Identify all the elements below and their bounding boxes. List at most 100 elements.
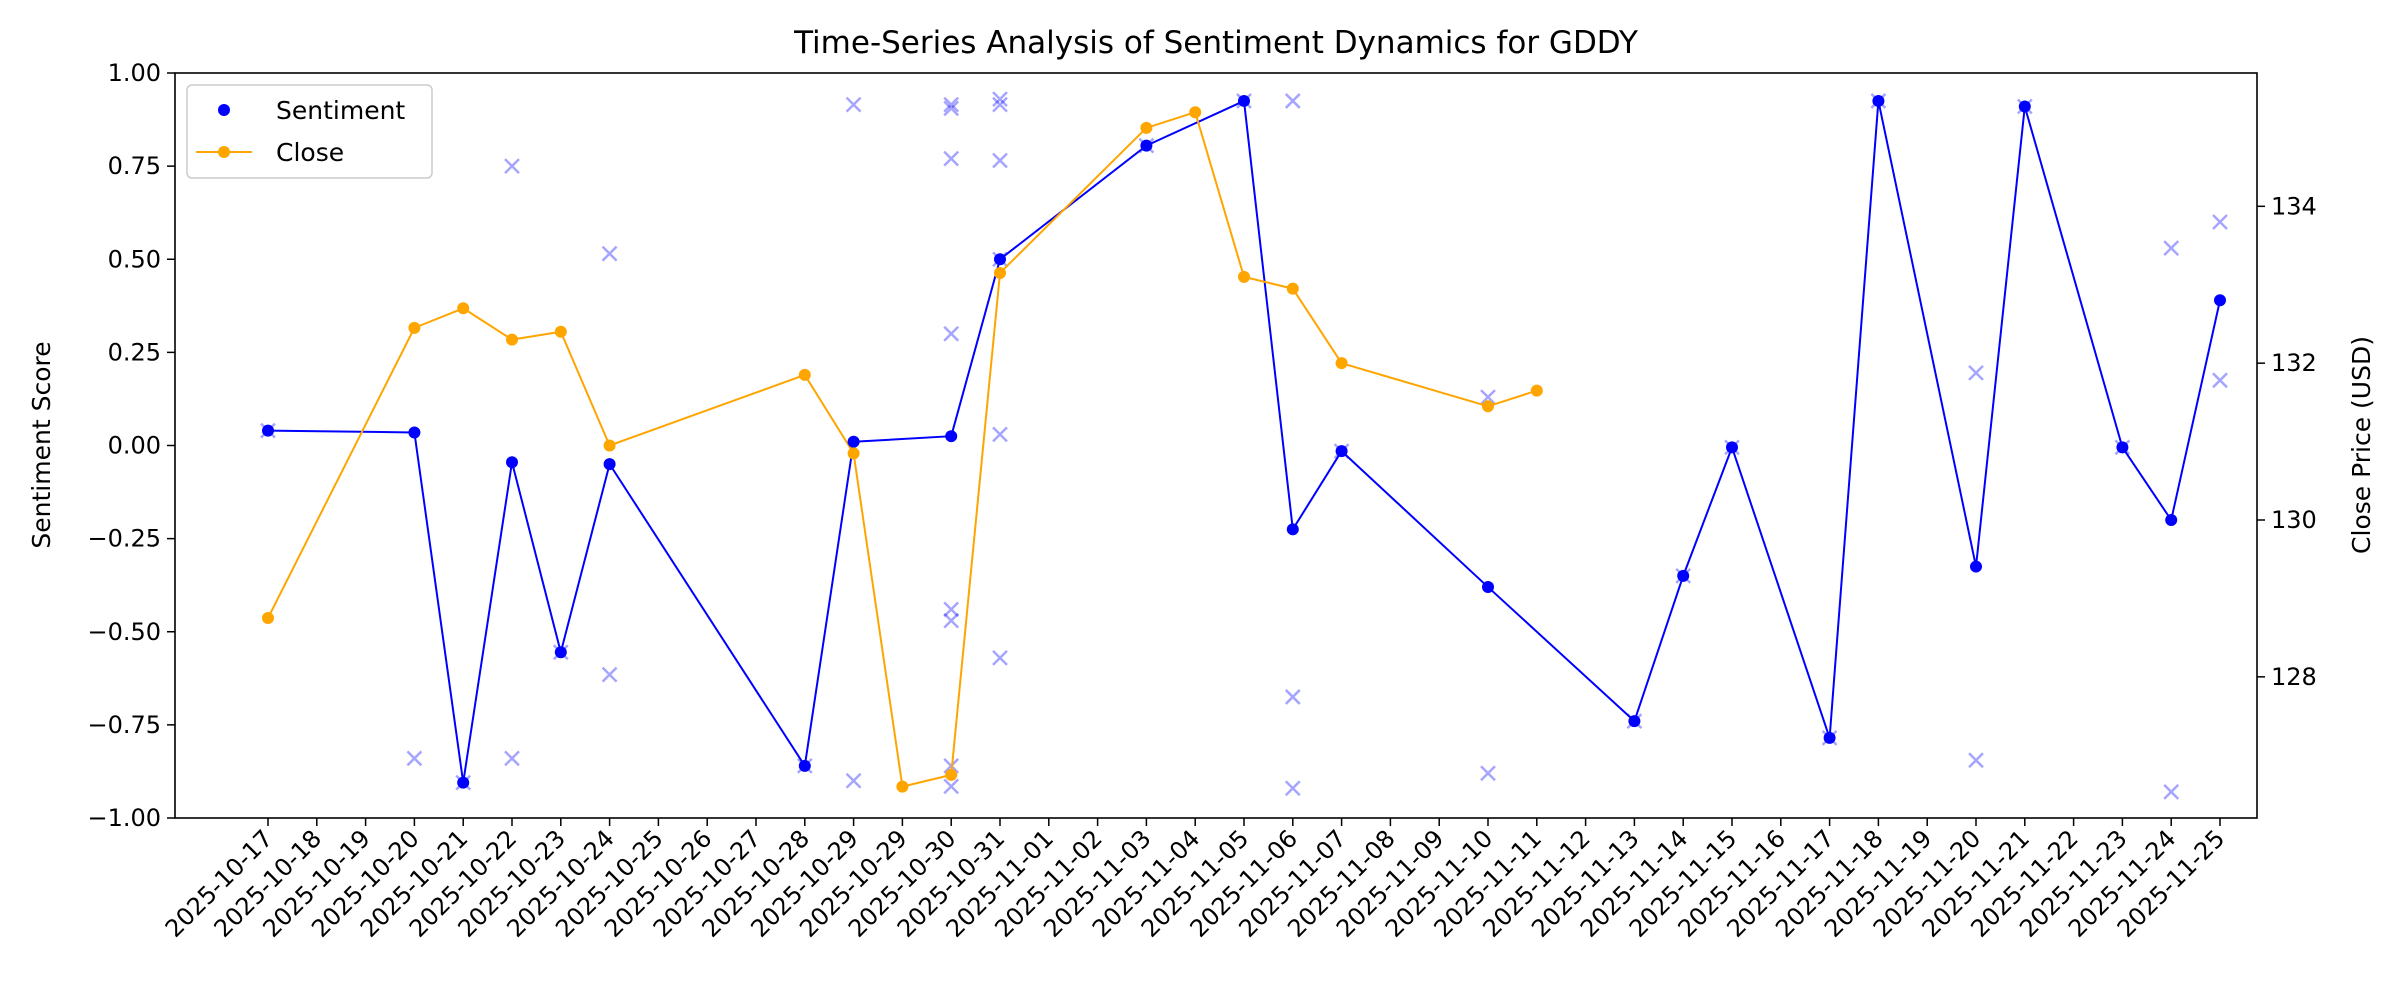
raw-score-stroke	[845, 96, 862, 113]
close-point	[262, 612, 274, 625]
raw-score-marker	[504, 158, 520, 175]
legend: Sentiment Close	[186, 84, 433, 179]
close-point	[457, 302, 470, 315]
raw-score-stroke	[601, 245, 618, 262]
sentiment-point	[1140, 139, 1153, 152]
raw-score-marker	[943, 325, 960, 342]
close-point	[847, 447, 860, 460]
close-point	[1286, 282, 1299, 295]
y-tick-label: 1.00	[108, 59, 161, 87]
y2-tick-label: 128	[2271, 663, 2317, 691]
raw-score-stroke	[992, 152, 1008, 169]
close-point	[506, 333, 518, 346]
raw-score-stroke	[943, 325, 960, 342]
sentiment-point	[994, 253, 1006, 266]
sentiment-point	[408, 426, 421, 439]
sentiment-point	[1677, 569, 1690, 582]
raw-score-stroke	[2212, 372, 2228, 389]
raw-score-stroke	[845, 772, 862, 789]
raw-score-marker	[943, 96, 960, 113]
raw-score-stroke	[1284, 93, 1301, 109]
raw-score-marker	[601, 666, 618, 683]
raw-score-stroke	[845, 96, 862, 113]
raw-score-stroke	[406, 750, 423, 767]
raw-score-marker	[943, 100, 960, 117]
y-tick-label: −0.50	[87, 618, 161, 646]
raw-score-stroke	[2163, 784, 2180, 800]
raw-score-marker	[2163, 784, 2180, 800]
raw-score-stroke	[992, 91, 1008, 107]
raw-score-stroke	[2212, 214, 2228, 230]
close-point	[1238, 270, 1250, 283]
raw-score-stroke	[943, 601, 960, 618]
sentiment-point	[506, 456, 518, 469]
raw-score-marker	[992, 152, 1008, 169]
raw-score-stroke	[1284, 689, 1301, 705]
raw-score-stroke	[1968, 364, 1984, 381]
raw-score-stroke	[992, 91, 1008, 107]
raw-score-stroke	[1968, 752, 1984, 769]
sentiment-point	[1335, 445, 1348, 458]
raw-score-stroke	[2212, 214, 2228, 230]
raw-score-stroke	[1284, 780, 1301, 797]
raw-score-marker	[2212, 214, 2228, 230]
sentiment-point	[262, 424, 274, 437]
sentiment-point	[2214, 294, 2226, 307]
y-tick-label: −1.00	[87, 804, 161, 832]
raw-score-stroke	[992, 96, 1008, 113]
raw-score-stroke	[992, 96, 1008, 113]
y-axis-label: Sentiment Score	[27, 341, 56, 548]
legend-marker-close	[218, 146, 230, 158]
sentiment-point	[603, 458, 616, 471]
close-point	[994, 266, 1006, 279]
raw-score-marker	[992, 96, 1008, 113]
legend-label-sentiment: Sentiment	[276, 96, 405, 125]
raw-score-stroke	[1284, 780, 1301, 797]
raw-score-stroke	[943, 100, 960, 117]
raw-score-stroke	[943, 96, 960, 113]
raw-score-marker	[845, 96, 862, 113]
raw-score-marker	[992, 426, 1008, 443]
sentiment-point	[1823, 731, 1836, 744]
raw-score-stroke	[1480, 765, 1496, 782]
raw-score-stroke	[1284, 93, 1301, 109]
raw-score-marker	[1968, 752, 1984, 769]
raw-score-stroke	[992, 649, 1008, 666]
close-line	[267, 111, 1538, 788]
raw-score-marker	[845, 772, 862, 789]
raw-score-stroke	[845, 772, 862, 789]
raw-score-stroke	[992, 426, 1008, 443]
sentiment-point	[457, 776, 470, 789]
raw-score-stroke	[601, 666, 618, 683]
raw-score-marker	[943, 601, 960, 618]
raw-score-marker	[1284, 780, 1301, 797]
raw-score-stroke	[1968, 364, 1984, 381]
raw-score-stroke	[943, 150, 960, 167]
close-point	[1189, 106, 1202, 119]
raw-score-stroke	[601, 245, 618, 262]
raw-score-stroke	[943, 601, 960, 618]
raw-score-marker	[406, 750, 423, 767]
raw-score-stroke	[1480, 765, 1496, 782]
sentiment-point	[1482, 581, 1494, 594]
sentiment-point	[798, 759, 811, 772]
sentiment-point	[2165, 514, 2178, 526]
sentiment-point	[1286, 523, 1299, 536]
raw-score-marker	[1968, 364, 1984, 381]
sentiment-line	[267, 99, 2221, 784]
raw-score-stroke	[2163, 240, 2180, 256]
close-point	[1530, 384, 1543, 397]
raw-score-stroke	[943, 778, 960, 795]
raw-score-marker	[1480, 765, 1496, 782]
raw-score-marker	[2212, 372, 2228, 389]
close-point	[798, 368, 811, 381]
raw-score-stroke	[504, 158, 520, 175]
legend-marker-sentiment	[218, 104, 230, 116]
close-point	[1140, 121, 1153, 134]
close-point	[603, 439, 616, 452]
raw-score-marker	[601, 245, 618, 262]
sentiment-point	[2116, 441, 2129, 454]
raw-score-stroke	[601, 666, 618, 683]
raw-score-marker	[1284, 689, 1301, 705]
raw-score-stroke	[943, 612, 960, 629]
